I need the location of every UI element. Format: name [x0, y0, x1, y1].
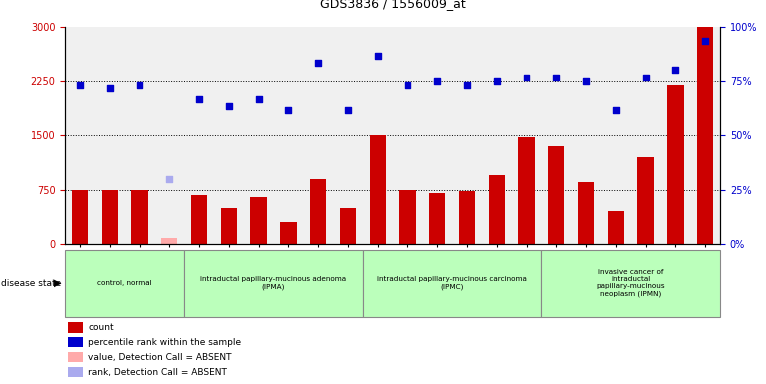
Bar [637, 157, 654, 244]
Point [342, 107, 354, 113]
Point [640, 74, 652, 81]
Text: control, normal: control, normal [97, 280, 152, 286]
Text: intraductal papillary-mucinous adenoma
(IPMA): intraductal papillary-mucinous adenoma (… [201, 276, 346, 290]
Point [103, 85, 116, 91]
Point [520, 74, 532, 81]
Text: rank, Detection Call = ABSENT: rank, Detection Call = ABSENT [88, 368, 227, 377]
Bar [489, 175, 505, 244]
Point [550, 74, 562, 81]
Text: GDS3836 / 1556009_at: GDS3836 / 1556009_at [319, 0, 466, 10]
Bar [429, 193, 445, 244]
Bar [519, 137, 535, 244]
Bar [68, 352, 83, 362]
Point [372, 53, 384, 59]
Point [669, 67, 682, 73]
Text: invasive cancer of
intraductal
papillary-mucinous
neoplasm (IPMN): invasive cancer of intraductal papillary… [597, 270, 665, 297]
Bar [310, 179, 326, 244]
Point [491, 78, 503, 84]
Bar [250, 197, 267, 244]
Text: value, Detection Call = ABSENT: value, Detection Call = ABSENT [88, 353, 231, 362]
Point [610, 107, 622, 113]
Bar [667, 85, 683, 244]
Text: ▶: ▶ [54, 278, 61, 288]
Bar [65, 250, 184, 317]
Point [431, 78, 444, 84]
Text: count: count [88, 323, 113, 332]
Point [461, 82, 473, 88]
Point [282, 107, 294, 113]
Text: percentile rank within the sample: percentile rank within the sample [88, 338, 241, 347]
Bar [363, 250, 542, 317]
Point [253, 96, 265, 102]
Bar [161, 238, 178, 244]
Bar [607, 210, 624, 244]
Point [133, 82, 146, 88]
Bar [542, 250, 720, 317]
Bar [68, 337, 83, 348]
Point [193, 96, 205, 102]
Bar [548, 146, 565, 244]
Bar [102, 190, 118, 244]
Bar [68, 323, 83, 333]
Bar [131, 190, 148, 244]
Bar [697, 27, 713, 244]
Bar [578, 182, 594, 244]
Point [74, 82, 86, 88]
Bar [280, 222, 296, 244]
Text: disease state: disease state [1, 279, 61, 288]
Point [401, 82, 414, 88]
Bar [399, 190, 416, 244]
Point [580, 78, 592, 84]
Text: intraductal papillary-mucinous carcinoma
(IPMC): intraductal papillary-mucinous carcinoma… [377, 276, 527, 290]
Bar [340, 208, 356, 244]
Point [699, 38, 712, 45]
Bar [221, 208, 237, 244]
Point [223, 103, 235, 109]
Point [312, 60, 324, 66]
Bar [459, 191, 475, 244]
Bar [184, 250, 363, 317]
Point [163, 176, 175, 182]
Bar [72, 190, 88, 244]
Bar [68, 367, 83, 377]
Bar [191, 195, 208, 244]
Bar [369, 136, 386, 244]
